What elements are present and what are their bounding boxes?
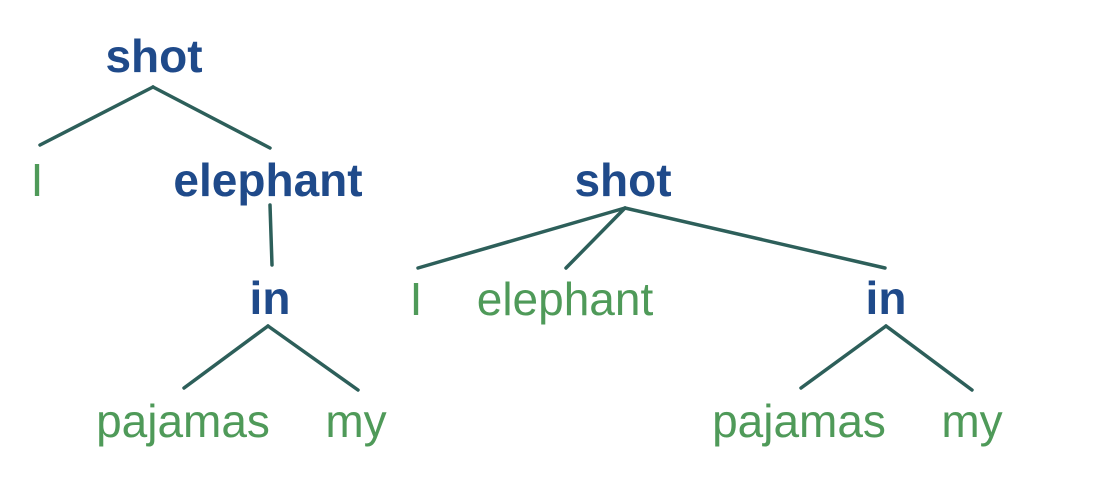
right-tree-pajamas-node: pajamas bbox=[712, 395, 886, 447]
right-tree-i-node: I bbox=[409, 273, 423, 325]
right-tree-root-node: shot bbox=[574, 154, 672, 206]
edge-shot-i-left bbox=[38, 85, 155, 147]
left-tree-elephant-node: elephant bbox=[173, 154, 363, 206]
edge-elephant-in-left bbox=[268, 203, 274, 267]
edge-in-my-right bbox=[884, 324, 974, 392]
edge-in-pajamas-left bbox=[182, 324, 270, 390]
left-tree-i-node: I bbox=[30, 154, 44, 206]
edge-in-my-left bbox=[266, 324, 360, 392]
left-tree-my-node: my bbox=[325, 395, 387, 447]
right-tree-in-node: in bbox=[865, 272, 907, 324]
left-tree-pajamas-node: pajamas bbox=[96, 395, 270, 447]
edge-shot-elephant-right bbox=[564, 206, 627, 270]
left-tree-root-node: shot bbox=[105, 30, 203, 82]
edge-shot-in-right bbox=[623, 206, 887, 270]
edge-shot-i-right bbox=[416, 206, 627, 270]
edge-shot-elephant-left bbox=[151, 85, 272, 150]
right-tree-elephant-node: elephant bbox=[476, 273, 654, 325]
right-tree-my-node: my bbox=[941, 395, 1003, 447]
edge-in-pajamas-right bbox=[799, 324, 888, 390]
left-tree-in-node: in bbox=[249, 272, 291, 324]
